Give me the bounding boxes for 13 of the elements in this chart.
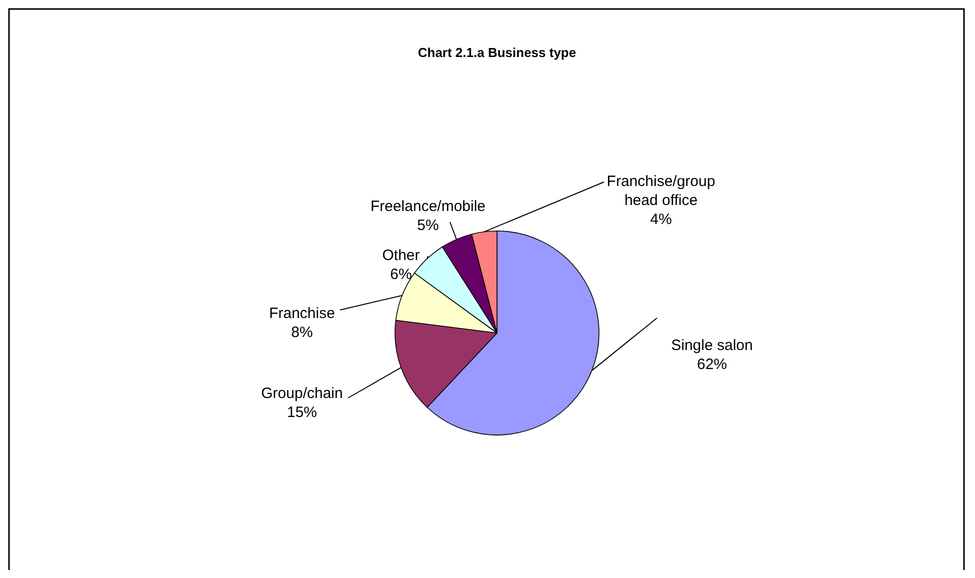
data-label: 15% [286, 404, 318, 421]
slice-label: Franchise/group head office [606, 173, 716, 209]
data-label: 4% [650, 211, 672, 228]
slice-label: Single salon [671, 337, 753, 354]
data-label: 5% [417, 217, 439, 234]
slice-label: Group/chain [261, 385, 343, 402]
data-label: 6% [390, 266, 412, 283]
slice-label: Franchise [269, 305, 335, 322]
data-label: 8% [291, 324, 313, 341]
slice-label: Other [382, 247, 420, 264]
data-label: 62% [696, 356, 728, 373]
chart-title: Chart 2.1.a Business type [418, 45, 576, 60]
slice-label: Freelance/mobile [370, 198, 486, 215]
